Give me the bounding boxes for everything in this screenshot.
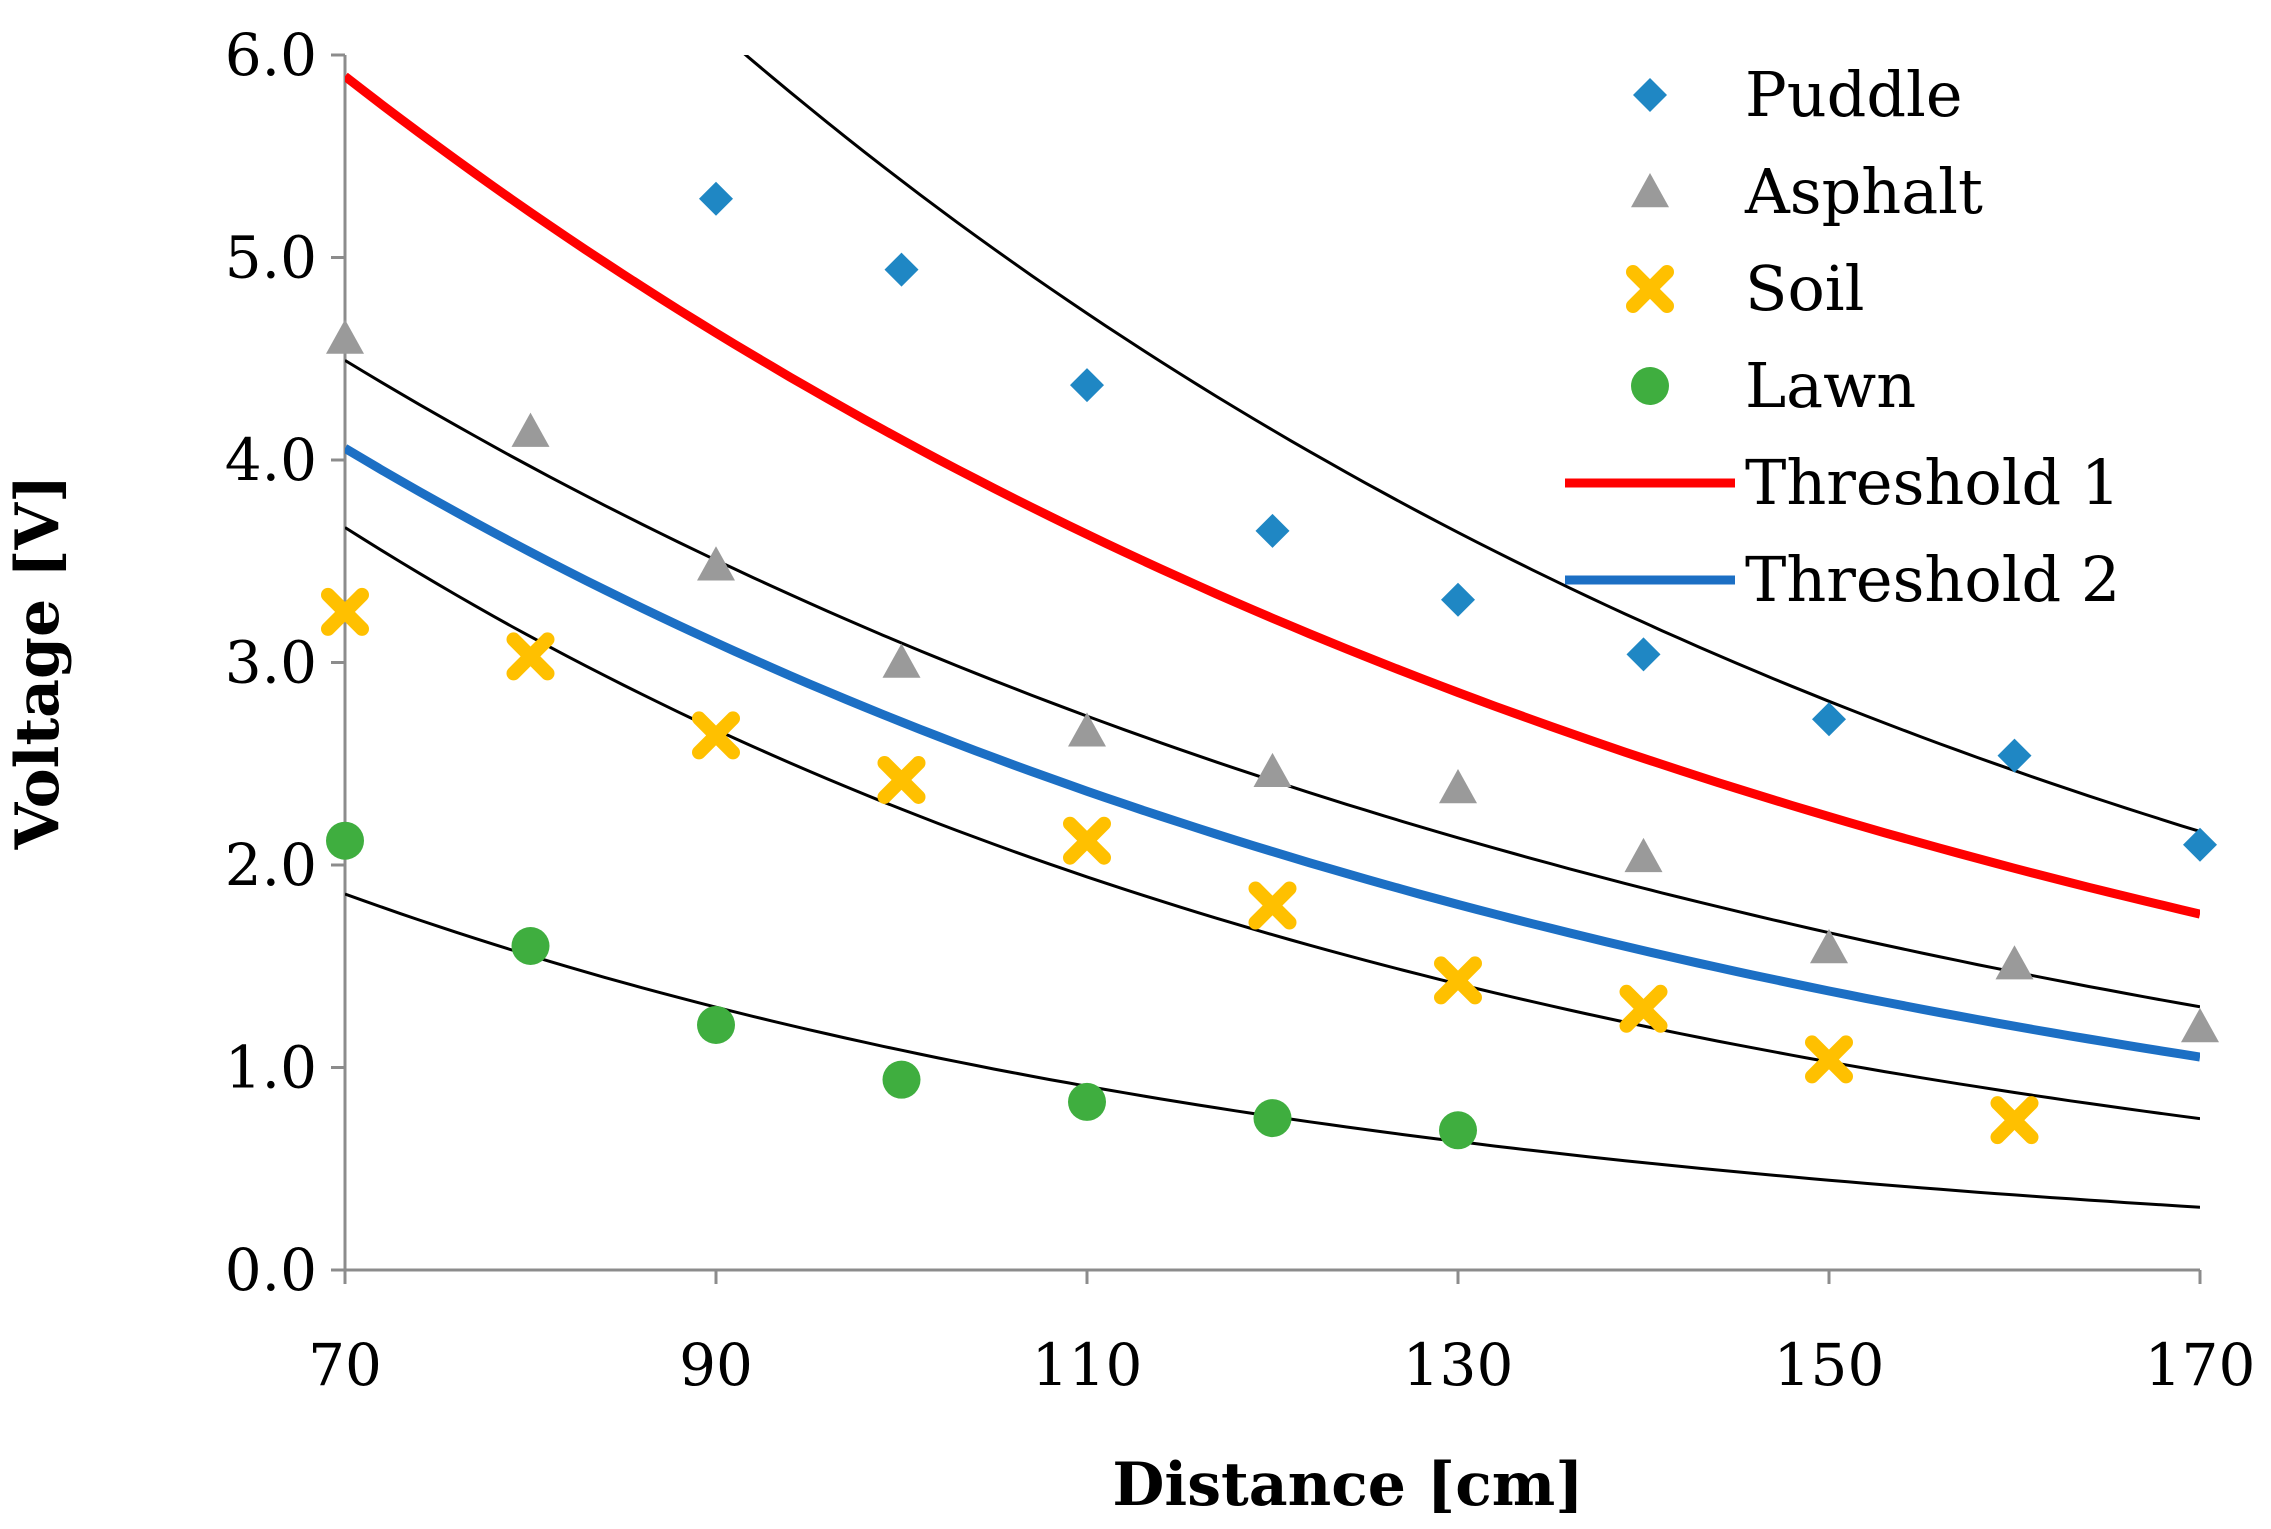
legend-label: Soil [1745, 252, 1864, 325]
legend-label: Lawn [1745, 349, 1916, 422]
legend-label: Asphalt [1744, 155, 1983, 228]
soil-point-stroke [692, 711, 740, 760]
asphalt-point [1624, 837, 1663, 873]
legend-item-threshold-1: Threshold 1 [1565, 446, 2120, 519]
asphalt-point [882, 643, 921, 678]
soil-point [1434, 956, 1482, 1005]
puddle-point [1997, 738, 2032, 773]
x-tick-label: 130 [1403, 1331, 1514, 1399]
soil-point-stroke [1619, 984, 1668, 1033]
lawn-point [511, 927, 550, 965]
trendline-lawn [345, 892, 2200, 1209]
y-tick-label: 0.0 [225, 1236, 317, 1304]
puddle-point [2183, 827, 2217, 862]
puddle-point [699, 181, 733, 216]
y-tick-label: 5.0 [225, 224, 317, 292]
soil-point-stroke [1434, 956, 1482, 1005]
x-tick-label: 170 [2145, 1331, 2256, 1399]
soil-point-stroke [877, 755, 926, 804]
soil-point [877, 755, 926, 804]
soil-point [321, 587, 369, 636]
x-tick-label: 150 [1774, 1331, 1885, 1399]
soil-point [1990, 1096, 2039, 1145]
y-tick-label: 1.0 [225, 1034, 317, 1102]
y-axis-title: Voltage [V] [3, 475, 73, 851]
y-tick-label: 6.0 [225, 21, 317, 89]
threshold-1-line [345, 72, 2200, 919]
legend-item-threshold-2: Threshold 2 [1565, 543, 2120, 616]
legend: Puddle Asphalt Soil Lawn Threshold 1 Threshol… [1565, 58, 2120, 616]
soil-point-stroke [506, 632, 555, 681]
puddle-point [1255, 513, 1290, 548]
asphalt-point [1253, 752, 1292, 788]
puddle-point [884, 252, 919, 287]
asphalt-point [1995, 945, 2034, 980]
lawn-point [882, 1060, 921, 1099]
legend-swatch-soil-stroke [1626, 265, 1674, 313]
threshold-2-line [345, 444, 2200, 1062]
x-axis-title: Distance [cm] [1112, 1450, 1583, 1520]
soil-point [1619, 984, 1668, 1033]
legend-item-soil: Soil [1626, 252, 1864, 325]
legend-swatch-soil [1626, 265, 1674, 313]
soil-point-stroke [321, 587, 369, 636]
asphalt-point [1439, 769, 1477, 804]
soil-point-stroke [1248, 881, 1297, 930]
trendline-soil [345, 526, 2200, 1121]
legend-swatch-lawn [1631, 367, 1669, 405]
soil-point [692, 711, 740, 760]
soil-point [1248, 881, 1297, 930]
asphalt-point [2181, 1008, 2219, 1043]
y-tick-label: 2.0 [225, 831, 317, 899]
legend-swatch-puddle [1633, 78, 1667, 112]
legend-item-puddle: Puddle [1633, 58, 1963, 131]
puddle-point [1626, 637, 1661, 672]
legend-label: Puddle [1745, 58, 1963, 131]
lawn-point [326, 821, 364, 860]
trendline-puddle [743, 55, 2200, 833]
asphalt-point [326, 319, 364, 354]
x-tick-label: 70 [308, 1331, 382, 1399]
plot-area [345, 55, 2200, 1209]
y-tick-label: 3.0 [225, 629, 317, 697]
x-tick-label: 110 [1032, 1331, 1143, 1399]
soil-point-stroke [1805, 1035, 1853, 1084]
puddle-point [1070, 368, 1104, 403]
axes: 0.0 1.0 2.0 3.0 4.0 5.0 6.0 70 90 110 130 150 170 [225, 21, 2256, 1399]
soil-point-stroke [1063, 816, 1111, 865]
legend-label: Threshold 1 [1745, 446, 2120, 519]
data-markers [321, 181, 2219, 1150]
soil-point [1063, 816, 1111, 865]
asphalt-point [511, 412, 550, 447]
puddle-point [1441, 582, 1475, 617]
legend-label: Threshold 2 [1745, 543, 2120, 616]
puddle-point [1812, 702, 1846, 737]
legend-swatch-asphalt [1631, 173, 1669, 208]
soil-point-stroke [1990, 1096, 2039, 1145]
y-tick-label: 4.0 [225, 426, 317, 494]
lawn-point [1439, 1111, 1477, 1150]
asphalt-point [1068, 712, 1106, 747]
x-tick-label: 90 [679, 1331, 753, 1399]
asphalt-point [1810, 929, 1848, 964]
soil-point [506, 632, 555, 681]
lawn-point [1253, 1099, 1292, 1138]
soil-point [1805, 1035, 1853, 1084]
lawn-point [1068, 1082, 1106, 1121]
legend-item-asphalt: Asphalt [1631, 155, 1983, 228]
legend-item-lawn: Lawn [1631, 349, 1916, 422]
lawn-point [697, 1005, 735, 1044]
asphalt-point [697, 546, 735, 581]
